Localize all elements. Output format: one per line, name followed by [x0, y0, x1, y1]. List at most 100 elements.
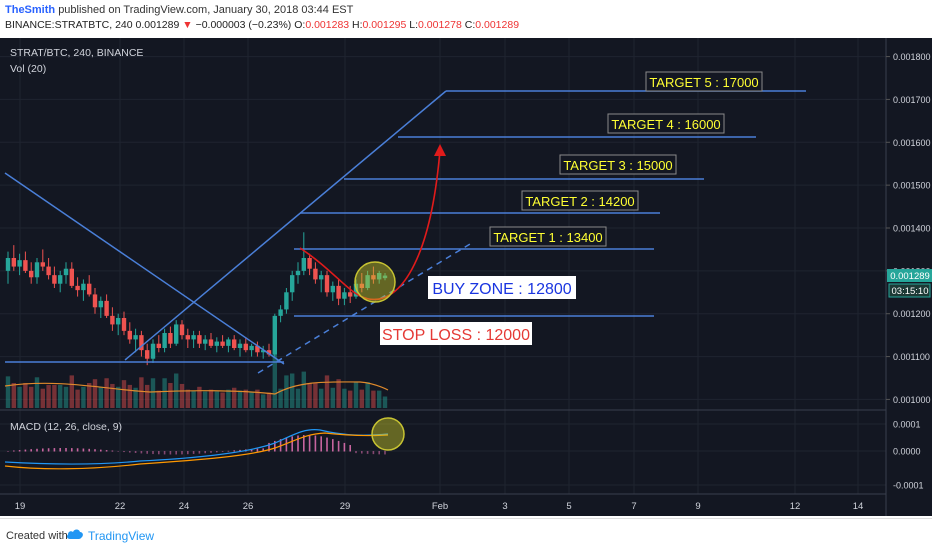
volume-bar	[214, 391, 219, 408]
macd-histogram-bar	[326, 437, 328, 452]
candle-body	[301, 258, 306, 271]
dashed-trendline	[257, 243, 471, 374]
time-tick: 22	[115, 501, 126, 512]
macd-line	[4, 429, 389, 465]
candle-body	[69, 268, 74, 286]
macd-histogram-bar	[13, 450, 15, 452]
macd-pane	[7, 435, 386, 455]
macd-tick: 0.0001	[893, 420, 921, 430]
chart-header: TheSmith published on TradingView.com, J…	[0, 0, 932, 38]
macd-histogram-bar	[372, 451, 375, 455]
volume-bar	[191, 390, 196, 408]
high-value: 0.001295	[362, 19, 407, 31]
macd-histogram-bar	[169, 451, 172, 455]
candle-body	[156, 343, 161, 348]
candle-body	[278, 309, 283, 316]
price-axis[interactable]: 0.001800 0.001700 0.001600 0.001500 0.001400…	[886, 52, 931, 405]
macd-histogram-bar	[262, 448, 264, 452]
volume-bar	[5, 376, 11, 408]
volume-bar	[336, 379, 341, 408]
candle-body	[34, 262, 40, 278]
macd-histogram-bar	[158, 451, 160, 455]
volume-bar	[81, 386, 86, 408]
candle-body	[40, 262, 45, 267]
macd-histogram-bar	[250, 449, 253, 452]
low-label: L:	[409, 19, 419, 31]
macd-histogram-bar	[210, 451, 212, 453]
macd-histogram-bar	[239, 449, 241, 452]
volume-bar	[133, 387, 138, 408]
candle-body	[237, 343, 243, 348]
ascending-trendline	[124, 90, 447, 361]
macd-histogram-bar	[65, 448, 67, 452]
target5-label: TARGET 5 : 17000	[645, 71, 763, 92]
chart-svg[interactable]: TARGET 5 : 17000 TARGET 4 : 16000 TARGET…	[0, 38, 932, 516]
macd-histogram-bar	[320, 436, 322, 452]
candle-body	[87, 283, 92, 295]
volume-bar	[110, 383, 115, 408]
symbol-ohlc-line: BINANCE:STRATBTC, 240 0.001289 ▼ −0.0000…	[5, 19, 519, 31]
macd-histogram-bar	[268, 442, 270, 452]
volume-bar	[353, 382, 359, 408]
macd-histogram-bar	[59, 448, 61, 452]
candle-body	[162, 333, 167, 348]
candle-body	[92, 294, 98, 308]
projection-arrow	[299, 149, 441, 301]
candle-body	[214, 341, 219, 346]
volume-bar	[150, 378, 156, 408]
macd-histogram-bar	[361, 451, 363, 454]
macd-histogram-bar	[140, 451, 143, 454]
created-with-label: Created with	[6, 530, 68, 542]
volume-bar	[342, 388, 347, 408]
candle-body	[203, 339, 208, 344]
macd-histogram-bar	[233, 450, 235, 452]
macd-histogram-bar	[204, 451, 206, 454]
volume-bar	[203, 391, 208, 408]
volume-bar	[226, 389, 231, 408]
chart-area[interactable]: TARGET 5 : 17000 TARGET 4 : 16000 TARGET…	[0, 38, 932, 516]
candle-body	[46, 266, 51, 276]
volume-bar	[168, 383, 173, 408]
candle-body	[313, 268, 318, 280]
volume-bar	[179, 383, 185, 408]
time-tick: 24	[179, 501, 190, 512]
candle-body	[371, 275, 376, 280]
macd-histogram-bar	[314, 435, 317, 452]
macd-histogram-bar	[163, 451, 166, 455]
candle-body	[17, 260, 22, 267]
volume-bar	[365, 382, 370, 408]
macd-histogram-bar	[123, 451, 125, 453]
volume-bar	[98, 386, 103, 408]
macd-histogram-bar	[332, 439, 334, 452]
macd-tick: -0.0001	[893, 481, 924, 491]
macd-histogram-bar	[285, 437, 288, 452]
macd-histogram-bar	[47, 448, 50, 452]
volume-bar	[284, 375, 289, 408]
candle-body	[150, 343, 156, 359]
svg-text:STOP LOSS : 12000: STOP LOSS : 12000	[382, 327, 530, 344]
macd-histogram-bar	[117, 451, 119, 452]
candle-body	[11, 258, 16, 267]
volume-bar	[23, 383, 28, 408]
macd-histogram-bar	[175, 451, 177, 455]
volume-bar	[11, 383, 16, 408]
macd-histogram-bar	[216, 451, 218, 453]
macd-histogram-bar	[187, 451, 189, 455]
svg-text:03:15:10: 03:15:10	[892, 286, 929, 297]
candle-body	[266, 350, 272, 355]
macd-histogram-bar	[7, 451, 9, 452]
svg-text:TARGET 2 : 14200: TARGET 2 : 14200	[525, 194, 634, 209]
tradingview-brand-link[interactable]: TradingView	[88, 529, 155, 543]
candle-body	[185, 335, 190, 340]
time-tick: 9	[695, 501, 700, 512]
candle-body	[23, 260, 28, 271]
volume-bar	[40, 388, 45, 408]
candle-body	[139, 335, 144, 351]
author-link[interactable]: TheSmith	[5, 4, 56, 16]
volume-bar	[324, 375, 330, 408]
macd-histogram-bar	[291, 436, 293, 452]
time-axis[interactable]: 19 22 24 26 29 Feb 3 5 7 9 12 14	[15, 501, 864, 512]
macd-histogram-bar	[303, 435, 305, 452]
volume-bars	[5, 348, 388, 408]
volume-bar	[272, 348, 277, 408]
